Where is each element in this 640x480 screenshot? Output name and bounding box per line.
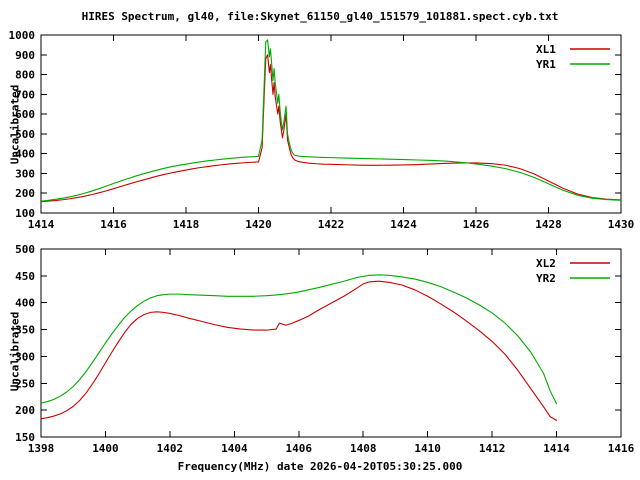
x-tick-label: 1416 (608, 442, 635, 455)
x-tick-label: 1426 (463, 218, 490, 231)
y-tick-label: 400 (15, 148, 35, 161)
x-tick-label: 1398 (28, 442, 55, 455)
y-tick-label: 450 (15, 270, 35, 283)
y-tick-label: 250 (15, 377, 35, 390)
y-tick-label: 500 (15, 243, 35, 256)
page-title: HIRES Spectrum, gl40, file:Skynet_61150_… (81, 10, 559, 23)
y-tick-label: 300 (15, 167, 35, 180)
y-tick-label: 200 (15, 404, 35, 417)
bottom-plot-frame (40, 248, 622, 438)
bottom-panel: 1398 1400 1402 1404 1406 1408 1410 1412 1414 1416… (15, 243, 634, 455)
y-tick-label: 700 (15, 88, 35, 101)
y-tick-label: 900 (15, 49, 35, 62)
legend-label-yr1: YR1 (536, 58, 556, 71)
y-tick-label: 350 (15, 324, 35, 337)
top-panel: 1414 1416 1418 1420 1422 1424 1426 1428 1430 100 2… (9, 29, 635, 231)
legend-label-yr2: YR2 (536, 272, 556, 285)
y-tick-label: 400 (15, 297, 35, 310)
legend-label-xl1: XL1 (536, 43, 556, 56)
x-tick-label: 1414 (543, 442, 570, 455)
trace-xl1 (41, 54, 621, 203)
x-tick-label: 1430 (608, 218, 635, 231)
x-tick-label: 1402 (157, 442, 184, 455)
y-tick-label: 200 (15, 187, 35, 200)
y-tick-label: 100 (15, 207, 35, 220)
x-tick-label: 1408 (350, 442, 377, 455)
x-tick-label: 1428 (535, 218, 562, 231)
x-tick-label: 1414 (28, 218, 55, 231)
x-tick-label: 1420 (245, 218, 272, 231)
x-axis-label: Frequency(MHz) date 2026-04-20T05:30:25.… (177, 460, 463, 473)
x-tick-label: 1412 (479, 442, 506, 455)
x-tick-label: 1416 (100, 218, 127, 231)
y-tick-label: 1000 (9, 29, 36, 42)
trace-yr1 (41, 39, 621, 202)
legend-label-xl2: XL2 (536, 257, 556, 270)
y-tick-label: 500 (15, 128, 35, 141)
x-tick-label: 1422 (318, 218, 345, 231)
y-tick-label: 150 (15, 431, 35, 444)
x-tick-label: 1404 (221, 442, 248, 455)
y-tick-label: 300 (15, 350, 35, 363)
x-tick-label: 1400 (92, 442, 119, 455)
x-tick-label: 1410 (414, 442, 441, 455)
y-tick-label: 600 (15, 108, 35, 121)
y-tick-label: 800 (15, 69, 35, 82)
x-tick-label: 1406 (286, 442, 313, 455)
trace-xl2 (41, 280, 558, 421)
top-plot-frame (40, 34, 622, 214)
x-tick-label: 1424 (390, 218, 417, 231)
trace-yr2 (41, 274, 558, 405)
x-tick-label: 1418 (173, 218, 200, 231)
